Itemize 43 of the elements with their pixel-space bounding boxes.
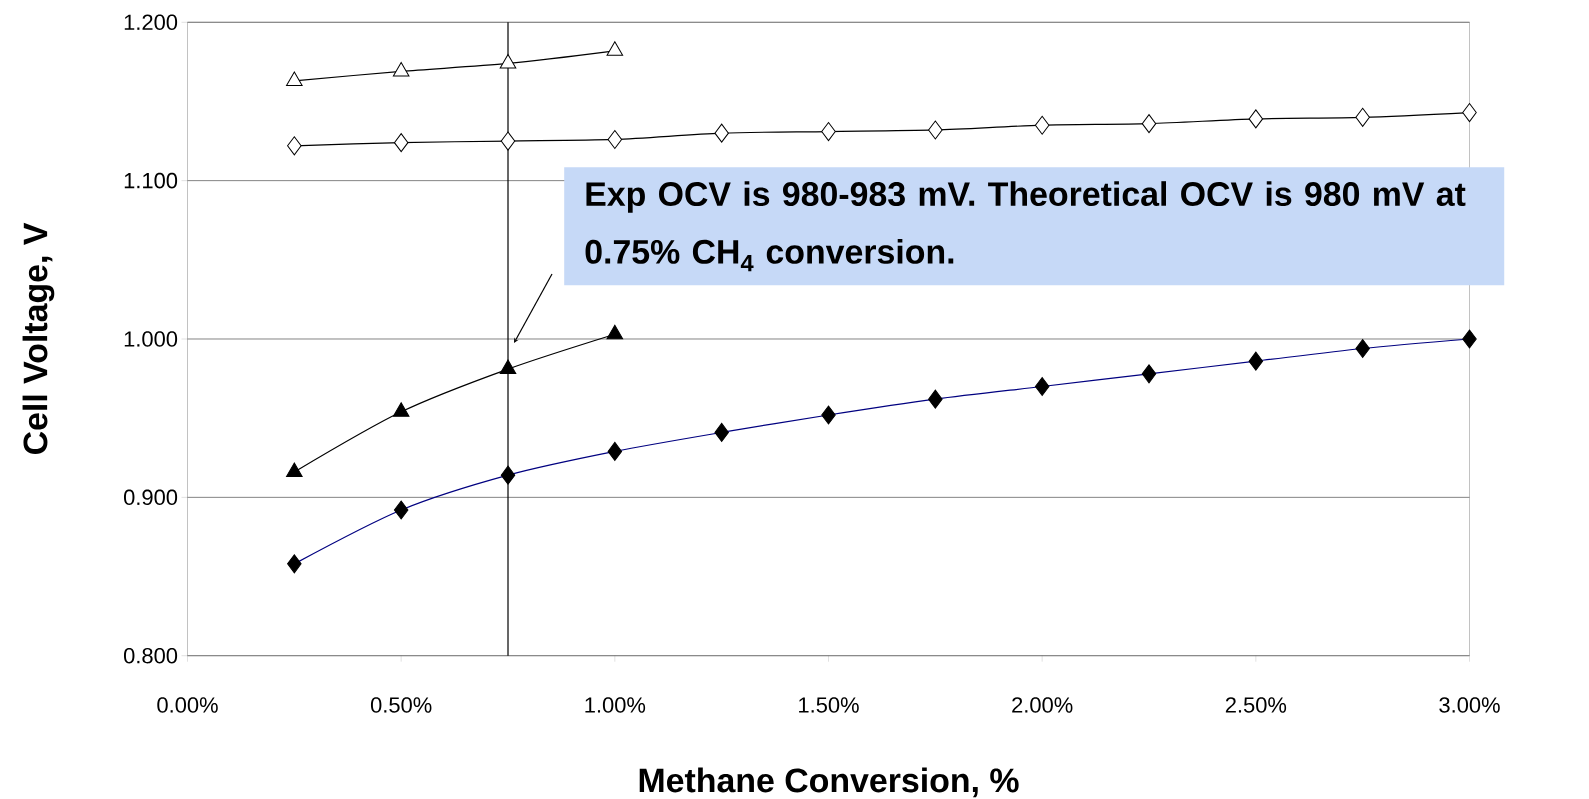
y-tick-label: 1.100 [124, 172, 178, 189]
point [1248, 351, 1264, 371]
point [714, 422, 729, 442]
point [1141, 364, 1157, 384]
point [928, 120, 943, 140]
point [821, 405, 836, 425]
y-axis-title: Cell Voltage, V [22, 222, 55, 454]
point [287, 136, 302, 156]
point [1355, 338, 1370, 358]
point [499, 359, 517, 375]
y-tick-label: 0.800 [123, 647, 178, 664]
x-tick-label: 3.00% [1439, 697, 1500, 713]
x-tick-label: 1.00% [585, 697, 646, 713]
point [606, 324, 624, 340]
point [1462, 329, 1477, 349]
point [286, 462, 303, 478]
point [607, 129, 623, 149]
x-tick-label: 2.00% [1012, 697, 1073, 713]
annotation: Exp OCV is 980-983 mV. Theoretical OCV is 980 mV at 0.75% CH$_{4}$ conversion. [585, 181, 1466, 272]
point [287, 554, 302, 574]
point [928, 389, 943, 409]
x-tick-label: 2.50% [1225, 697, 1287, 713]
point [392, 402, 410, 417]
x-axis-title: Methane Conversion, % [639, 767, 1019, 798]
point [393, 500, 409, 520]
point [500, 465, 516, 485]
point [1248, 109, 1264, 129]
x-tick-label: 1.50% [799, 697, 859, 713]
point [500, 131, 516, 151]
point [1462, 103, 1477, 123]
point [1141, 114, 1157, 134]
point [393, 133, 409, 153]
y-tick-label: 1.200 [124, 14, 178, 31]
point [607, 441, 623, 461]
x-tick-label: 0.00% [157, 697, 218, 713]
point [821, 122, 836, 142]
point [1034, 377, 1050, 396]
point [1355, 107, 1370, 127]
x-tick-label: 0.50% [370, 697, 432, 713]
point [1034, 115, 1050, 135]
y-tick-label: 0.900 [123, 489, 178, 506]
point [714, 123, 729, 143]
y-tick-label: 1.000 [124, 331, 178, 347]
